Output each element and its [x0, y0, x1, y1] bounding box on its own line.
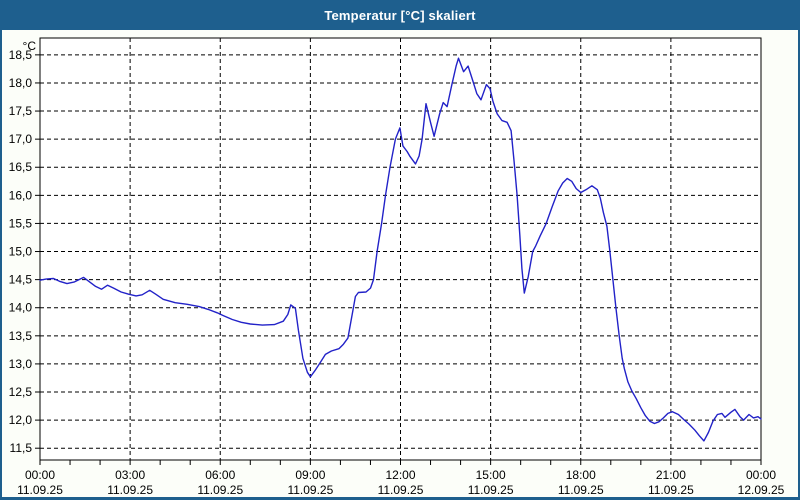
- x-tick-time-label: 00:00: [25, 468, 55, 482]
- x-tick-date-label: 11.09.25: [17, 483, 63, 497]
- x-tick-date-label: 11.09.25: [378, 483, 424, 497]
- x-tick-time-label: 15:00: [476, 468, 506, 482]
- y-tick-label: 12,5: [9, 385, 33, 399]
- y-tick-label: 18,5: [9, 48, 33, 62]
- chart-canvas: 18,5 18,0 17,5 17,0 16,5 16,0 15,5 15,0 14,5 14,0…: [9, 37, 785, 497]
- window-title-bar[interactable]: Temperatur [°C] skaliert: [0, 0, 800, 30]
- y-tick-label: 17,0: [9, 132, 33, 146]
- x-tick-date-label: 11.09.25: [558, 483, 604, 497]
- y-tick-label: 14,0: [9, 301, 33, 315]
- y-tick-label: 14,5: [9, 273, 33, 287]
- x-tick-time-label: 21:00: [656, 468, 686, 482]
- y-axis-unit-label: °C: [23, 39, 37, 53]
- x-tick-time-label: 12:00: [385, 468, 415, 482]
- x-tick-date-label: 11.09.25: [107, 483, 153, 497]
- y-tick-label: 16,5: [9, 160, 33, 174]
- x-tick-date-label: 11.09.25: [648, 483, 694, 497]
- y-tick-label: 16,0: [9, 188, 33, 202]
- y-tick-label: 15,5: [9, 216, 33, 230]
- y-tick-label: 17,5: [9, 104, 33, 118]
- x-tick-time-label: 18:00: [566, 468, 596, 482]
- temperature-series-line: [39, 57, 762, 442]
- y-tick-label: 11,5: [10, 441, 33, 455]
- x-tick-time-label: 03:00: [115, 468, 145, 482]
- y-tick-label: 13,5: [9, 329, 33, 343]
- x-tick-time-label: 00:00: [746, 468, 776, 482]
- x-tick-date-label: 11.09.25: [468, 483, 514, 497]
- y-tick-label: 12,0: [9, 413, 33, 427]
- y-tick-label: 18,0: [9, 76, 33, 90]
- y-tick-label: 13,0: [9, 357, 33, 371]
- y-tick-label: 15,0: [9, 245, 33, 259]
- window-title: Temperatur [°C] skaliert: [324, 7, 476, 23]
- x-tick-time-label: 09:00: [295, 468, 325, 482]
- x-tick-time-label: 06:00: [205, 468, 235, 482]
- x-tick-date-label: 12.09.25: [738, 483, 785, 497]
- x-tick-date-label: 11.09.25: [287, 483, 333, 497]
- x-tick-date-label: 11.09.25: [197, 483, 243, 497]
